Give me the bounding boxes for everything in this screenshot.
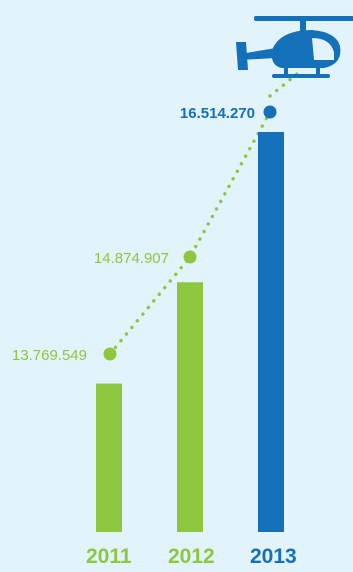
category-label-2012: 2012 <box>168 545 215 568</box>
helicopter-icon <box>236 16 353 78</box>
value-label-2011: 13.769.549 <box>12 347 87 364</box>
value-label-2013: 16.514.270 <box>180 105 255 122</box>
trend-points <box>103 105 277 361</box>
bar-2013 <box>258 132 284 532</box>
category-label-2013: 2013 <box>250 545 297 568</box>
value-label-2012: 14.874.907 <box>94 250 169 267</box>
category-label-2011: 2011 <box>86 545 132 568</box>
trend-line-path <box>108 110 272 356</box>
trend-point-2013 <box>263 105 277 119</box>
category-labels: 2011 2012 2013 <box>86 545 297 568</box>
value-labels: 13.769.549 14.874.907 16.514.270 <box>12 105 255 364</box>
trend-line-extension <box>268 72 299 98</box>
bar-2012 <box>177 282 203 532</box>
bar-2011 <box>96 383 122 532</box>
trend-point-2012 <box>183 250 197 264</box>
trend-line <box>108 72 299 356</box>
trend-point-2011 <box>103 347 117 361</box>
bars <box>96 132 284 532</box>
